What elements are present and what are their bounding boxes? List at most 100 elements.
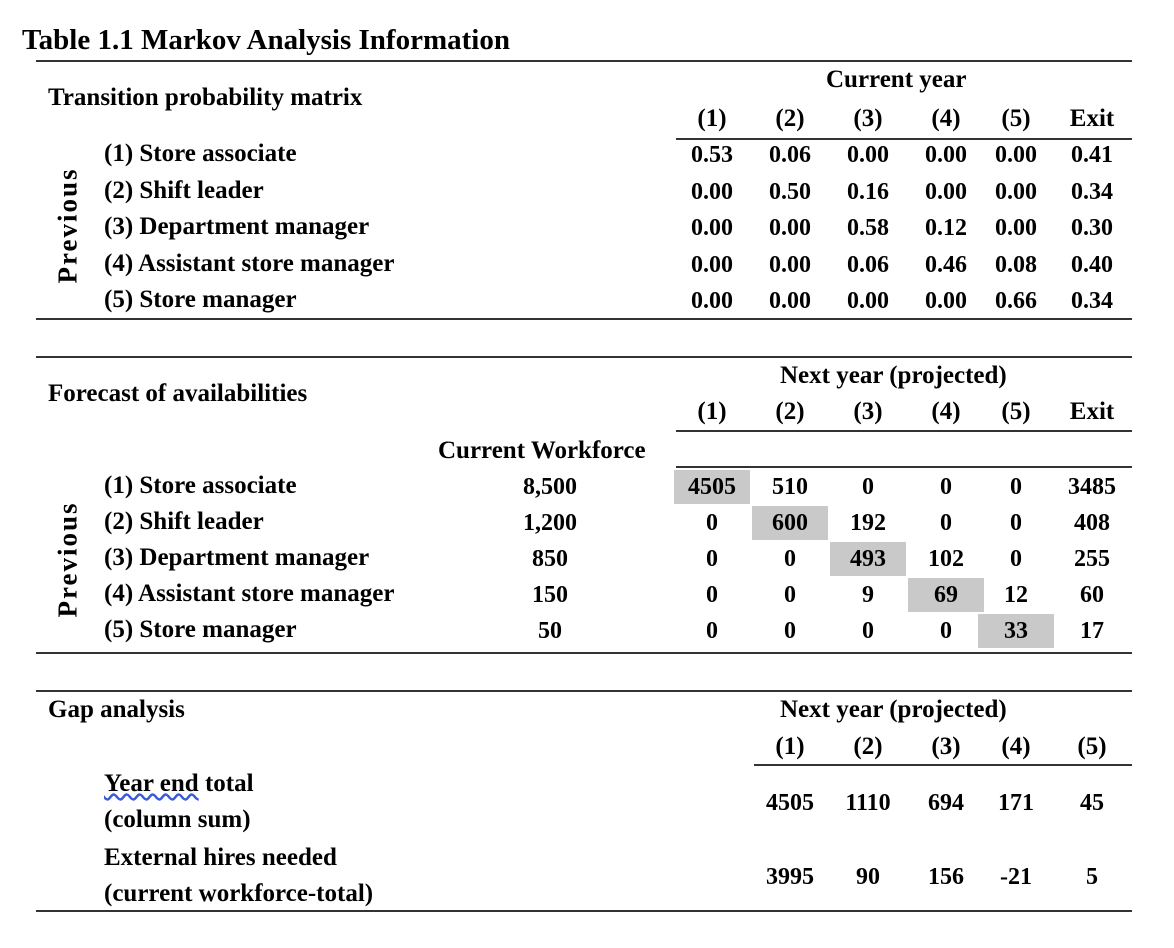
- table-cell: 0: [706, 618, 718, 644]
- table-cell: 0.58: [847, 215, 889, 241]
- table-cell: 0.46: [925, 251, 967, 278]
- table-cell: 3485: [1068, 474, 1116, 500]
- table-cell: 9: [862, 582, 874, 608]
- row-label-subtext: (current workforce-total): [104, 880, 374, 907]
- table-cell: 0.00: [691, 178, 733, 205]
- table-cell: 0.34: [1071, 178, 1113, 205]
- section-rule: [36, 690, 1132, 692]
- table-cell: 0.08: [995, 251, 1037, 278]
- forecast-group-header: Next year (projected): [780, 362, 1007, 389]
- table-cell: 0.00: [769, 288, 811, 314]
- table-cell: 3995: [766, 864, 814, 890]
- highlighted-cell: 493: [830, 542, 906, 576]
- table-cell: 0: [1010, 474, 1022, 500]
- table-cell: 0: [706, 582, 718, 608]
- table-cell: 0: [940, 474, 952, 500]
- column-header: (4): [931, 105, 961, 132]
- table-cell: 0: [940, 510, 952, 536]
- section-rule: [36, 60, 1132, 62]
- column-header: (5): [1001, 398, 1031, 425]
- table-cell: 0.00: [847, 288, 889, 314]
- row-label: External hires needed: [104, 844, 337, 872]
- table-cell: 60: [1080, 582, 1104, 608]
- highlighted-cell: 4505: [674, 470, 750, 504]
- column-header: (1): [775, 733, 805, 760]
- table-cell: 0.00: [691, 251, 733, 278]
- column-header: (2): [775, 105, 805, 132]
- workforce-header: Current Workforce: [438, 437, 646, 464]
- table-cell: 0.66: [995, 288, 1037, 314]
- row-label-part: total: [198, 770, 254, 797]
- row-label: (1) Store associate: [104, 140, 297, 167]
- workforce-value: 50: [538, 618, 562, 644]
- table-cell: 408: [1074, 510, 1110, 536]
- table-cell: 0: [706, 546, 718, 572]
- table-cell: 0: [706, 510, 718, 536]
- column-header: Exit: [1069, 398, 1115, 425]
- table-title: Table 1.1 Markov Analysis Information: [22, 24, 510, 56]
- column-header: (5): [1001, 105, 1031, 132]
- section-rule: [36, 356, 1132, 358]
- table-cell: 12: [1004, 582, 1028, 608]
- row-label: (3) Department manager: [104, 544, 370, 571]
- column-header: (1): [697, 105, 727, 132]
- table-cell: 102: [928, 546, 964, 572]
- table-cell: 90: [856, 864, 880, 890]
- column-header: (4): [1001, 733, 1031, 760]
- table-cell: 0.16: [847, 178, 889, 205]
- table-cell: 0.00: [925, 142, 967, 168]
- side-label: Previous: [52, 501, 83, 618]
- table-cell: 0.00: [691, 215, 733, 241]
- column-header: (2): [775, 398, 805, 425]
- table-cell: 0.06: [847, 251, 889, 278]
- row-label: Year end total: [104, 770, 254, 798]
- row-label: (3) Department manager: [104, 213, 370, 240]
- side-label: Previous: [52, 167, 83, 284]
- column-header: (3): [853, 105, 883, 132]
- table-cell: 0.40: [1071, 251, 1113, 278]
- table-cell: 171: [998, 790, 1034, 816]
- table-cell: 5: [1086, 864, 1098, 890]
- table-cell: 0.53: [691, 142, 733, 168]
- table-cell: 0.00: [995, 215, 1037, 241]
- row-label: (1) Store associate: [104, 472, 297, 499]
- highlighted-cell: 600: [752, 506, 828, 540]
- table-cell: 510: [772, 474, 808, 500]
- table-cell: 0.00: [925, 288, 967, 314]
- transition-group-header: Current year: [826, 66, 967, 93]
- row-label: (2) Shift leader: [104, 508, 264, 535]
- header-rule: [676, 430, 1132, 432]
- table-cell: 0: [784, 582, 796, 608]
- forecast-section-title: Forecast of availabilities: [48, 380, 308, 407]
- table-cell: 0: [940, 618, 952, 644]
- header-rule: [676, 466, 1132, 468]
- table-cell: 0.00: [691, 288, 733, 314]
- table-cell: 0: [1010, 510, 1022, 536]
- gap-group-header: Next year (projected): [780, 696, 1007, 723]
- table-cell: 0.41: [1071, 142, 1113, 168]
- table-cell: 0.30: [1071, 215, 1113, 241]
- table-cell: 0.00: [995, 178, 1037, 205]
- table-cell: 0: [1010, 546, 1022, 572]
- table-cell: 17: [1080, 618, 1104, 644]
- table-cell: 0.00: [847, 142, 889, 168]
- table-cell: 0.34: [1071, 288, 1113, 314]
- header-rule: [754, 764, 1132, 766]
- workforce-value: 850: [532, 546, 568, 572]
- section-rule: [36, 318, 1132, 320]
- row-label-part: External hires needed: [104, 844, 337, 871]
- table-cell: -21: [1000, 864, 1032, 890]
- table-cell: 192: [850, 510, 886, 536]
- workforce-value: 1,200: [523, 510, 577, 536]
- row-label: (5) Store manager: [104, 286, 297, 313]
- table-cell: 0.06: [769, 142, 811, 168]
- header-rule: [676, 138, 1132, 140]
- row-label: (2) Shift leader: [104, 176, 264, 204]
- table-cell: 0: [862, 618, 874, 644]
- workforce-value: 8,500: [523, 474, 577, 500]
- row-label-part: Year end: [104, 770, 199, 797]
- section-rule: [36, 910, 1132, 912]
- table-cell: 0.00: [925, 178, 967, 205]
- row-label-subtext: (column sum): [104, 806, 251, 833]
- table-cell: 1110: [845, 790, 891, 816]
